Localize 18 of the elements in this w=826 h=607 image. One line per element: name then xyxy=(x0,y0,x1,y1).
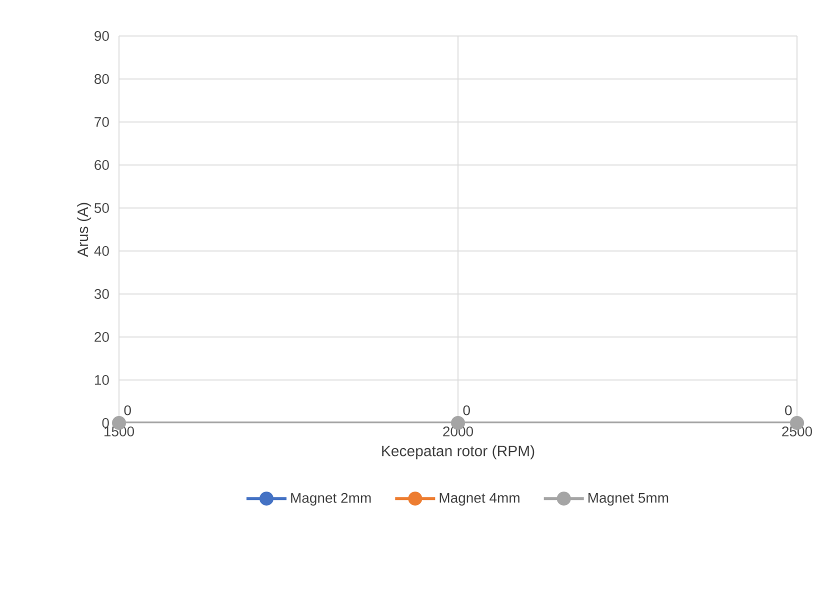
data-label: 0 xyxy=(785,405,792,416)
y-axis-title: Arus (A) xyxy=(77,202,92,257)
y-tick-label: 10 xyxy=(94,375,109,385)
y-tick-label: 70 xyxy=(94,117,109,127)
y-tick-label: 60 xyxy=(94,160,109,170)
y-tick-label: 30 xyxy=(94,289,109,299)
data-label: 0 xyxy=(124,405,131,416)
y-tick-label: 40 xyxy=(94,246,109,256)
y-tick-label: 90 xyxy=(94,31,109,41)
y-tick-label: 50 xyxy=(94,203,109,213)
y-tick-label: 20 xyxy=(94,332,109,342)
y-tick-label: 80 xyxy=(94,74,109,84)
y-tick-label: 0 xyxy=(102,418,109,428)
x-axis-title: Kecepatan rotor (RPM) xyxy=(382,445,534,460)
data-label: 0 xyxy=(463,405,470,416)
legend-label: Magnet 2mm xyxy=(291,492,371,506)
legend-label: Magnet 4mm xyxy=(440,493,520,506)
legend-label: Magnet 5mm xyxy=(588,493,668,506)
